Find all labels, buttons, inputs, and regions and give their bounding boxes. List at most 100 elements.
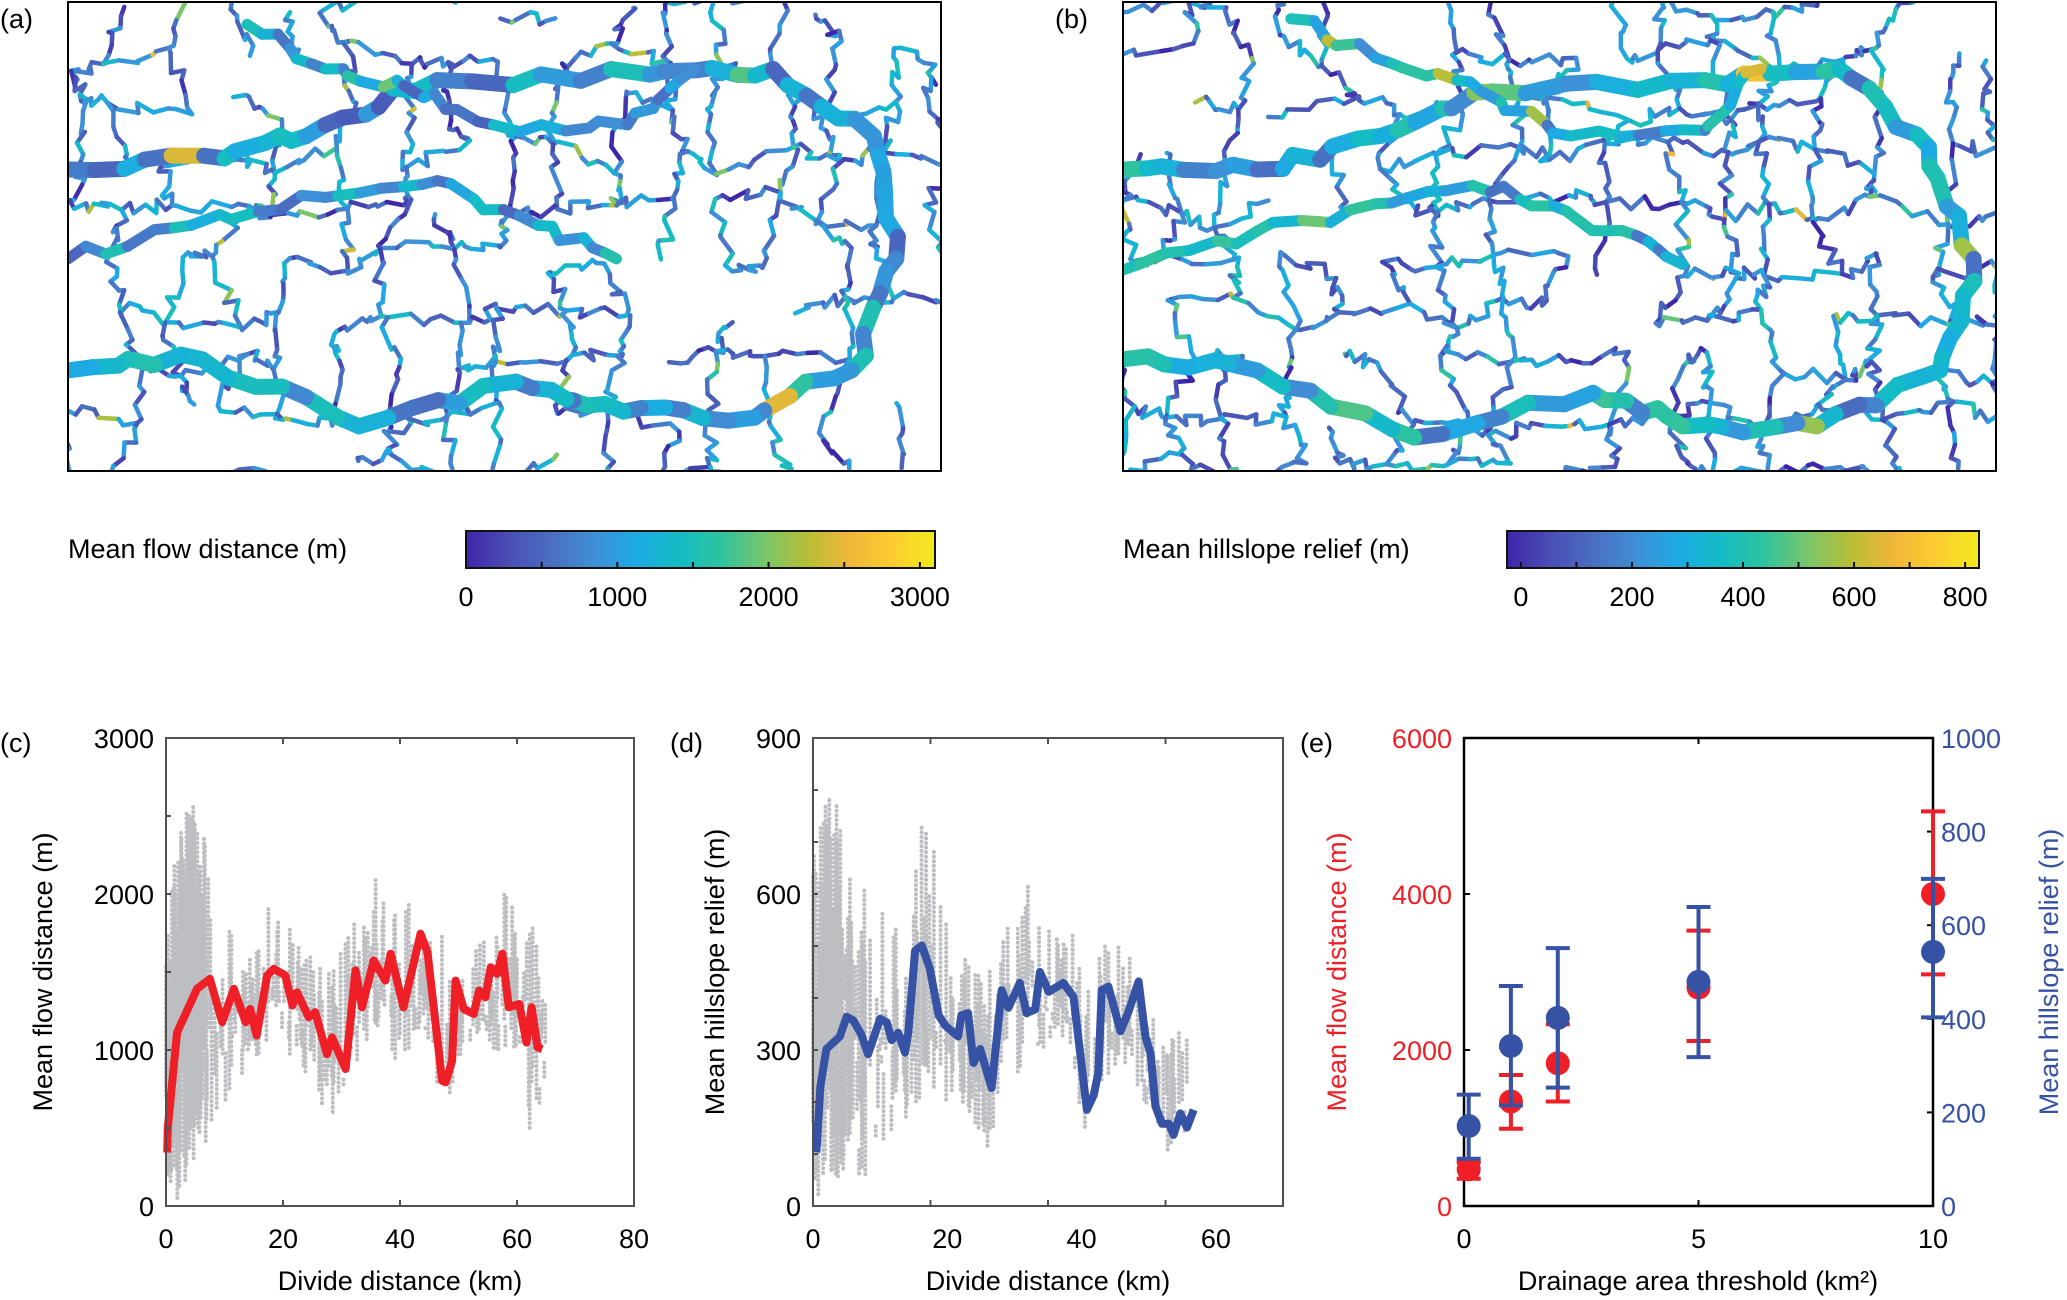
tributary <box>764 476 765 480</box>
tributary <box>1906 311 1923 329</box>
tributary <box>173 106 195 117</box>
x-tick-label: 0 <box>158 1224 173 1254</box>
tributary <box>951 180 956 181</box>
panel-c-flow-distance-profile: (c) Mean flow distance (m) Divide distan… <box>0 724 649 1296</box>
tributary <box>341 41 356 59</box>
tributary <box>765 475 790 479</box>
tributary <box>1675 275 1683 295</box>
series-line-moving-mean <box>812 941 1198 1153</box>
tributary <box>2005 209 2007 210</box>
tributary <box>604 368 615 393</box>
tributary <box>449 409 471 417</box>
tributary <box>1712 474 1714 479</box>
tributary <box>1393 301 1413 311</box>
tributary <box>1543 283 1549 304</box>
tributary <box>601 433 608 456</box>
tributary <box>629 50 651 57</box>
tributary <box>1428 243 1445 265</box>
colorbar-tick-label: 0 <box>458 582 473 612</box>
series-Mean-flow-distance <box>1456 809 1945 1182</box>
y-tick-label-left: 2000 <box>1392 1036 1452 1066</box>
tributary <box>1699 464 1708 471</box>
tributary <box>1412 150 1437 164</box>
tributary <box>818 350 839 366</box>
tributary <box>588 347 607 357</box>
tributary <box>1454 200 1473 210</box>
tributary <box>894 151 915 158</box>
tributary <box>743 192 763 202</box>
tributary <box>403 239 432 245</box>
tributary <box>1652 105 1672 119</box>
panel-e-threshold-sensitivity: (e) Mean flow distance (m) Mean hillslop… <box>1300 724 2064 1296</box>
tributary <box>611 159 625 176</box>
tributary <box>1529 52 1552 65</box>
tributary <box>1334 172 1346 190</box>
tributary <box>1573 188 1593 199</box>
tributary <box>1805 179 1815 200</box>
x-tick-label: 40 <box>385 1224 415 1254</box>
tributary <box>2006 422 2009 424</box>
tributary <box>2000 320 2003 331</box>
trunk-river <box>599 247 622 265</box>
tributary <box>863 105 882 116</box>
trunk-river <box>675 63 701 85</box>
tributary <box>555 139 579 149</box>
tributary <box>1273 464 1285 471</box>
tributary <box>777 8 791 28</box>
tributary <box>2007 193 2010 206</box>
tributary <box>1795 99 1819 107</box>
tributary <box>174 2 189 23</box>
tributary <box>763 184 783 195</box>
tributary <box>959 288 961 300</box>
tributary <box>174 203 193 213</box>
tributary <box>585 202 606 211</box>
tributary <box>1492 15 1506 39</box>
tributary <box>1126 2 1146 14</box>
tributary <box>1661 315 1685 323</box>
tributary <box>899 451 906 471</box>
tributary <box>762 351 782 359</box>
tributary <box>1101 337 1108 338</box>
tributary <box>350 54 358 74</box>
tributary <box>1685 139 1706 156</box>
tributary <box>927 209 937 233</box>
tributary <box>543 16 558 24</box>
tributary <box>74 68 94 76</box>
tributary <box>952 301 955 308</box>
tributary <box>1900 204 1915 219</box>
tributary <box>1388 383 1408 399</box>
tributary <box>670 114 677 136</box>
y-tick-label: 3000 <box>94 724 154 754</box>
tributary <box>1745 202 1761 216</box>
tributary <box>950 401 954 404</box>
tributary <box>2001 412 2005 413</box>
tributary <box>167 169 173 189</box>
tributary <box>655 242 664 262</box>
tributary <box>239 316 257 333</box>
tributary <box>1101 328 1106 337</box>
tributary <box>1602 160 1612 185</box>
tributary <box>1945 405 1953 428</box>
tributary <box>656 237 676 243</box>
tributary <box>2007 454 2011 467</box>
panel-b-hillslope-relief-map: (b) Mean hillslope relief (m) 0 200 400 600… <box>1055 1 2011 612</box>
tributary <box>1980 64 1994 82</box>
tributary <box>952 307 954 320</box>
x-tick-label: 0 <box>1456 1224 1471 1254</box>
tributary <box>2003 168 2009 176</box>
x-tick-label: 20 <box>268 1224 298 1254</box>
tributary <box>1897 465 1903 471</box>
y-tick-label: 1000 <box>94 1036 154 1066</box>
tributary <box>1967 213 1982 229</box>
tributary <box>1891 311 1911 318</box>
tributary <box>513 9 533 23</box>
tributary <box>1768 339 1779 360</box>
tributary <box>183 367 205 376</box>
tributary <box>1805 164 1812 184</box>
tributary <box>1504 364 1514 390</box>
tributary <box>1244 474 1256 481</box>
tributary <box>952 356 953 373</box>
tributary <box>356 39 378 57</box>
tributary <box>1180 452 1196 467</box>
tributary <box>1859 161 1877 177</box>
